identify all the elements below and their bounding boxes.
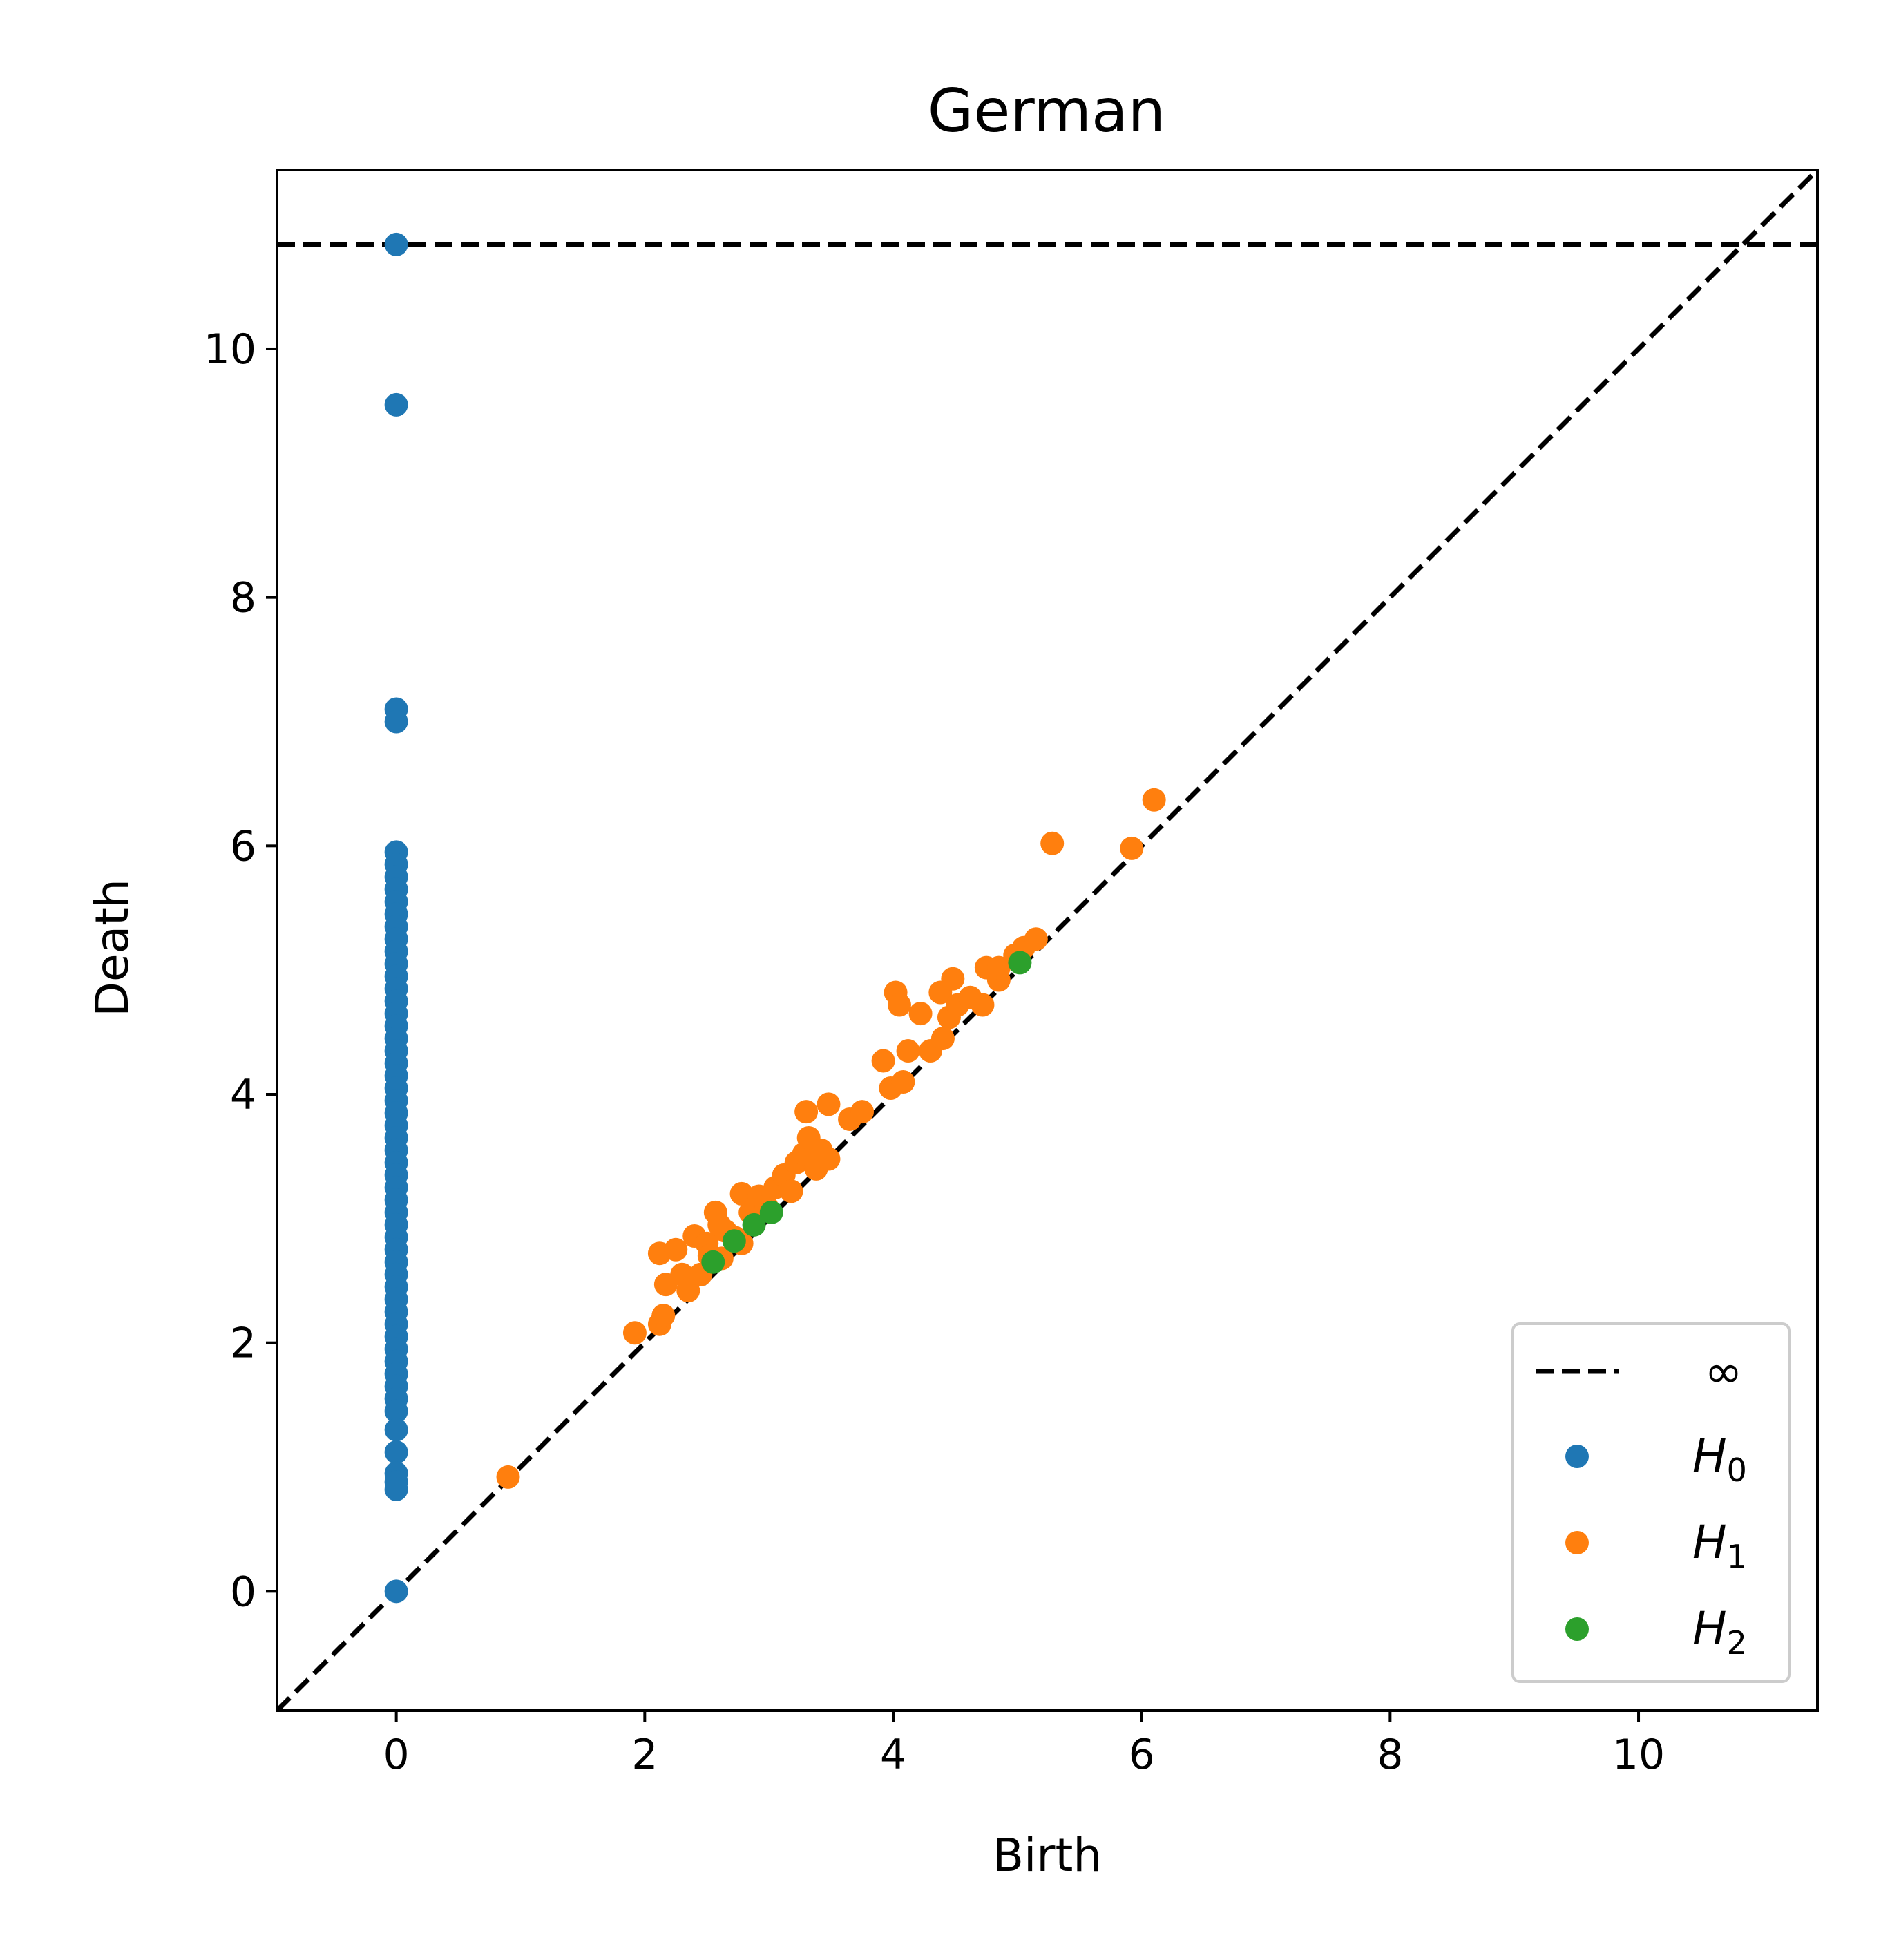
x-axis-label: Birth (993, 1829, 1102, 1882)
x-axis-ticks: 0 2 4 6 8 10 (383, 1711, 1665, 1779)
point-h1 (887, 993, 911, 1017)
y-tick-label: 10 (204, 325, 256, 374)
x-tick-label: 2 (631, 1731, 658, 1779)
axes-frame (276, 169, 1819, 1712)
legend-marker-h2 (1565, 1617, 1589, 1641)
legend-infinity-label: ∞ (1705, 1345, 1743, 1398)
point-h1 (817, 1147, 841, 1171)
legend-entries: H0 H1 H2 (1565, 1429, 1747, 1662)
y-tick-label: 2 (230, 1320, 256, 1368)
point-h0 (384, 232, 408, 256)
legend-label-h1: H1 (1692, 1516, 1747, 1575)
y-tick-label: 8 (230, 574, 256, 622)
y-tick-label: 6 (230, 822, 256, 870)
legend-marker-h0 (1565, 1445, 1589, 1468)
point-h2 (722, 1229, 746, 1253)
x-tick-label: 4 (880, 1731, 906, 1779)
point-h0 (384, 1477, 408, 1501)
point-h1 (1040, 831, 1065, 855)
point-h0 (384, 1399, 408, 1423)
point-h0 (384, 710, 408, 734)
plot-area (277, 170, 1817, 1711)
legend-label-h0: H0 (1692, 1429, 1747, 1489)
point-h2 (759, 1200, 783, 1224)
point-h1 (779, 1179, 803, 1203)
point-h0 (384, 392, 408, 417)
x-tick-label: 10 (1612, 1731, 1665, 1779)
point-h1 (971, 993, 995, 1017)
series-h1 (496, 788, 1166, 1489)
points-layer (384, 232, 1166, 1604)
x-tick-label: 8 (1377, 1731, 1403, 1779)
x-tick-label: 0 (383, 1731, 410, 1779)
point-h2 (742, 1212, 766, 1237)
legend-frame (1511, 1322, 1791, 1683)
point-h1 (941, 967, 965, 991)
series-h2 (701, 951, 1032, 1274)
point-h1 (891, 1070, 915, 1094)
legend-label-h2: H2 (1692, 1602, 1747, 1662)
point-h0 (384, 1418, 408, 1442)
point-h1 (496, 1465, 520, 1489)
point-h1 (622, 1321, 647, 1345)
point-h1 (676, 1279, 700, 1303)
y-axis-label: Death (86, 879, 139, 1017)
point-h1 (1142, 788, 1166, 812)
point-h1 (908, 1002, 933, 1026)
chart-title: German (928, 77, 1165, 146)
x-tick-label: 6 (1129, 1731, 1155, 1779)
point-h2 (701, 1250, 725, 1274)
legend: ∞ H0 H1 H2 (1511, 1322, 1791, 1683)
point-h1 (817, 1092, 841, 1116)
legend-marker-h1 (1565, 1531, 1589, 1554)
point-h0 (384, 1579, 408, 1604)
point-h1 (794, 1100, 819, 1124)
point-h1 (871, 1049, 895, 1073)
y-tick-label: 4 (230, 1071, 256, 1119)
series-h0 (384, 232, 408, 1604)
point-h1 (729, 1181, 754, 1206)
y-tick-label: 0 (230, 1568, 256, 1616)
point-h1 (651, 1304, 676, 1328)
point-h1 (850, 1100, 875, 1124)
point-h1 (1120, 836, 1144, 860)
point-h0 (384, 1440, 408, 1464)
point-h1 (930, 1027, 955, 1051)
point-h1 (986, 955, 1011, 980)
point-h1 (896, 1039, 920, 1063)
point-h1 (664, 1237, 688, 1262)
point-h2 (1008, 951, 1032, 975)
y-axis-ticks: 0 2 4 6 8 10 (204, 325, 277, 1616)
point-h1 (1024, 927, 1048, 951)
